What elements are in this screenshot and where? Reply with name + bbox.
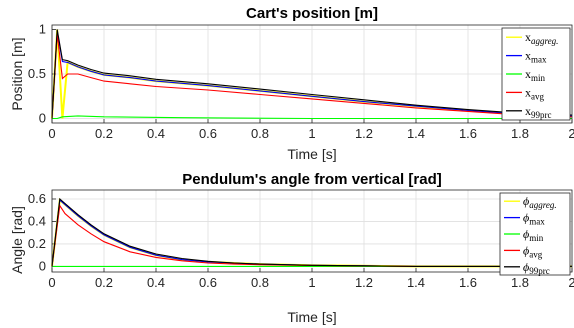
position-series-min-line bbox=[52, 115, 572, 120]
position-legend-label-99prc: x99prc bbox=[525, 104, 552, 120]
position-legend: xaggreg. xmax xmin xavg x99prc bbox=[501, 27, 571, 121]
angle-x-tick-label: 1.2 bbox=[355, 275, 373, 290]
position-series-avg-line bbox=[51, 33, 573, 119]
angle-y-tick-label: 0.6 bbox=[28, 191, 46, 206]
position-x-tick-label: 0 bbox=[48, 126, 55, 141]
angle-x-tick-label: 1.8 bbox=[511, 275, 529, 290]
angle-x-tick-label: 1.6 bbox=[459, 275, 477, 290]
position-x-tick-label: 1.8 bbox=[511, 126, 529, 141]
position-x-tick-label: 0.8 bbox=[251, 126, 269, 141]
position-x-tick-label: 1.6 bbox=[459, 126, 477, 141]
position-x-tick-label: 0.2 bbox=[95, 126, 113, 141]
angle-legend-label-min: ϕmin bbox=[523, 227, 544, 243]
position-y-tick-label: 1 bbox=[39, 21, 46, 36]
position-x-tick-label: 1 bbox=[308, 126, 315, 141]
angle-legend-label-avg: ϕavg bbox=[523, 243, 543, 259]
position-legend-label-aggreg: xaggreg. bbox=[525, 30, 558, 46]
angle-x-tick-label: 0 bbox=[48, 275, 55, 290]
position-legend-label-min: xmin bbox=[525, 67, 546, 83]
angle-x-tick-label: 2 bbox=[568, 275, 574, 290]
position-legend-label-avg: xavg bbox=[525, 85, 544, 101]
angle-chart-title: Pendulum's angle from vertical [rad] bbox=[182, 171, 441, 188]
angle-y-tick-label: 0 bbox=[39, 258, 46, 273]
angle-x-tick-label: 0.2 bbox=[95, 275, 113, 290]
angle-y-tick-label: 0.2 bbox=[28, 236, 46, 251]
position-series-max-line bbox=[51, 31, 573, 119]
angle-y-tick-label: 0.4 bbox=[28, 213, 46, 228]
position-series-99prc-line bbox=[51, 29, 573, 119]
angle-x-tick-label: 0.4 bbox=[147, 275, 165, 290]
angle-subplot: Pendulum's angle from vertical [rad] Tim… bbox=[9, 171, 574, 325]
position-x-tick-label: 1.4 bbox=[407, 126, 425, 141]
angle-y-axis-label: Angle [rad] bbox=[9, 206, 25, 274]
angle-x-tick-label: 0.8 bbox=[251, 275, 269, 290]
angle-series-99prc-line bbox=[51, 197, 572, 267]
angle-legend-label-max: ϕmax bbox=[523, 211, 545, 227]
position-x-tick-label: 2 bbox=[568, 126, 574, 141]
position-x-axis-label: Time [s] bbox=[287, 146, 336, 162]
position-chart-title: Cart's position [m] bbox=[246, 5, 378, 22]
position-subplot: Cart's position [m] Time [s] Position [m… bbox=[9, 5, 574, 162]
angle-x-axis-label: Time [s] bbox=[287, 309, 336, 325]
angle-axes-box bbox=[51, 189, 573, 273]
angle-legend-label-99prc: ϕ99prc bbox=[523, 260, 550, 276]
position-x-tick-label: 0.4 bbox=[147, 126, 165, 141]
position-x-tick-label: 0.6 bbox=[199, 126, 217, 141]
angle-legend-label-aggreg: ϕaggreg. bbox=[523, 194, 557, 210]
position-x-tick-label: 1.2 bbox=[355, 126, 373, 141]
position-y-tick-label: 0 bbox=[39, 111, 46, 126]
angle-x-tick-label: 1.4 bbox=[407, 275, 425, 290]
position-y-axis-label: Position [m] bbox=[9, 37, 25, 110]
position-axes-box bbox=[51, 24, 573, 124]
angle-x-tick-label: 1 bbox=[308, 275, 315, 290]
position-legend-label-max: xmax bbox=[525, 49, 547, 65]
position-y-tick-label: 0.5 bbox=[28, 66, 46, 81]
angle-x-tick-label: 0.6 bbox=[199, 275, 217, 290]
